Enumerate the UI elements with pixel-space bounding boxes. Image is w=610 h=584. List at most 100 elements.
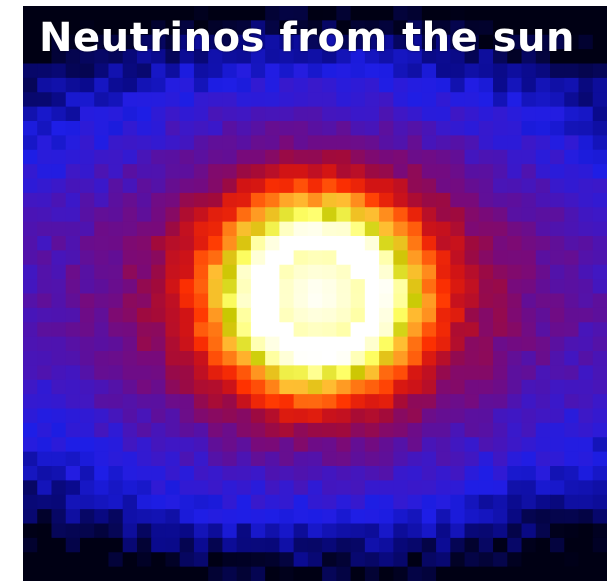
heatmap-pixel (322, 149, 337, 165)
heatmap-pixel (65, 494, 81, 510)
heatmap-pixel (208, 480, 224, 496)
heatmap-pixel (65, 221, 81, 237)
heatmap-pixel (436, 437, 451, 453)
heatmap-pixel (592, 106, 607, 122)
heatmap-pixel (94, 164, 110, 180)
heatmap-pixel (436, 121, 451, 136)
heatmap-pixel (23, 351, 38, 366)
heatmap-pixel (179, 34, 195, 50)
heatmap-pixel (108, 336, 124, 352)
heatmap-pixel (379, 293, 394, 309)
heatmap-pixel (151, 192, 167, 208)
heatmap-pixel (450, 437, 466, 453)
heatmap-pixel (393, 178, 409, 194)
heatmap-pixel (222, 63, 238, 79)
heatmap-pixel (122, 49, 138, 65)
heatmap-pixel (521, 480, 537, 496)
heatmap-pixel (236, 552, 252, 568)
heatmap-pixel (393, 509, 409, 525)
heatmap-pixel (307, 566, 323, 581)
heatmap-pixel (193, 6, 209, 21)
heatmap-pixel (464, 451, 480, 467)
heatmap-pixel (379, 279, 394, 295)
heatmap-pixel (279, 293, 295, 309)
heatmap-pixel (550, 264, 565, 280)
heatmap-pixel (79, 322, 95, 338)
heatmap-pixel (136, 236, 152, 251)
heatmap-pixel (208, 221, 224, 237)
heatmap-pixel (108, 149, 124, 165)
heatmap-pixel (336, 264, 352, 280)
heatmap-pixel (592, 394, 607, 410)
heatmap-pixel (79, 480, 95, 496)
heatmap-pixel (279, 451, 295, 467)
heatmap-pixel (208, 49, 224, 65)
heatmap-pixel (108, 92, 124, 108)
heatmap-pixel (193, 279, 209, 295)
heatmap-pixel (179, 135, 195, 151)
heatmap-pixel (151, 307, 167, 323)
heatmap-pixel (493, 480, 508, 496)
heatmap-pixel (450, 178, 466, 194)
heatmap-pixel (578, 437, 594, 453)
heatmap-pixel (250, 236, 266, 251)
heatmap-pixel (136, 408, 152, 424)
heatmap-pixel (450, 92, 466, 108)
heatmap-pixel (108, 192, 124, 208)
heatmap-pixel (265, 523, 280, 539)
heatmap-pixel (179, 178, 195, 194)
heatmap-pixel (94, 20, 110, 36)
heatmap-pixel (564, 207, 580, 223)
neutrino-heatmap (23, 6, 607, 581)
heatmap-pixel (578, 566, 594, 581)
heatmap-pixel (507, 207, 523, 223)
heatmap-pixel (94, 336, 110, 352)
heatmap-pixel (94, 49, 110, 65)
heatmap-pixel (421, 509, 437, 525)
heatmap-pixel (393, 293, 409, 309)
heatmap-pixel (521, 494, 537, 510)
heatmap-pixel (236, 6, 252, 21)
heatmap-pixel (236, 466, 252, 481)
heatmap-pixel (236, 92, 252, 108)
heatmap-pixel (350, 264, 366, 280)
heatmap-pixel (151, 523, 167, 539)
heatmap-pixel (265, 77, 280, 93)
heatmap-pixel (421, 408, 437, 424)
heatmap-pixel (208, 250, 224, 266)
heatmap-pixel (208, 106, 224, 122)
heatmap-pixel (450, 408, 466, 424)
heatmap-pixel (350, 236, 366, 251)
heatmap-pixel (464, 178, 480, 194)
heatmap-pixel (393, 451, 409, 467)
heatmap-pixel (564, 236, 580, 251)
heatmap-pixel (193, 63, 209, 79)
heatmap-pixel (521, 279, 537, 295)
heatmap-pixel (136, 322, 152, 338)
heatmap-pixel (322, 6, 337, 21)
heatmap-pixel (307, 537, 323, 553)
heatmap-pixel (478, 20, 494, 36)
heatmap-pixel (578, 466, 594, 481)
heatmap-pixel (393, 537, 409, 553)
heatmap-pixel (293, 566, 309, 581)
heatmap-pixel (136, 106, 152, 122)
heatmap-pixel (208, 422, 224, 438)
heatmap-pixel (236, 293, 252, 309)
heatmap-pixel (151, 34, 167, 50)
heatmap-pixel (379, 509, 394, 525)
heatmap-pixel (322, 77, 337, 93)
heatmap-pixel (578, 523, 594, 539)
heatmap-pixel (136, 451, 152, 467)
heatmap-pixel (521, 322, 537, 338)
heatmap-pixel (23, 408, 38, 424)
heatmap-pixel (37, 92, 53, 108)
heatmap-pixel (364, 437, 380, 453)
heatmap-pixel (293, 236, 309, 251)
heatmap-pixel (393, 437, 409, 453)
heatmap-pixel (79, 494, 95, 510)
heatmap-pixel (592, 164, 607, 180)
heatmap-pixel (307, 437, 323, 453)
heatmap-pixel (23, 552, 38, 568)
heatmap-pixel (279, 236, 295, 251)
